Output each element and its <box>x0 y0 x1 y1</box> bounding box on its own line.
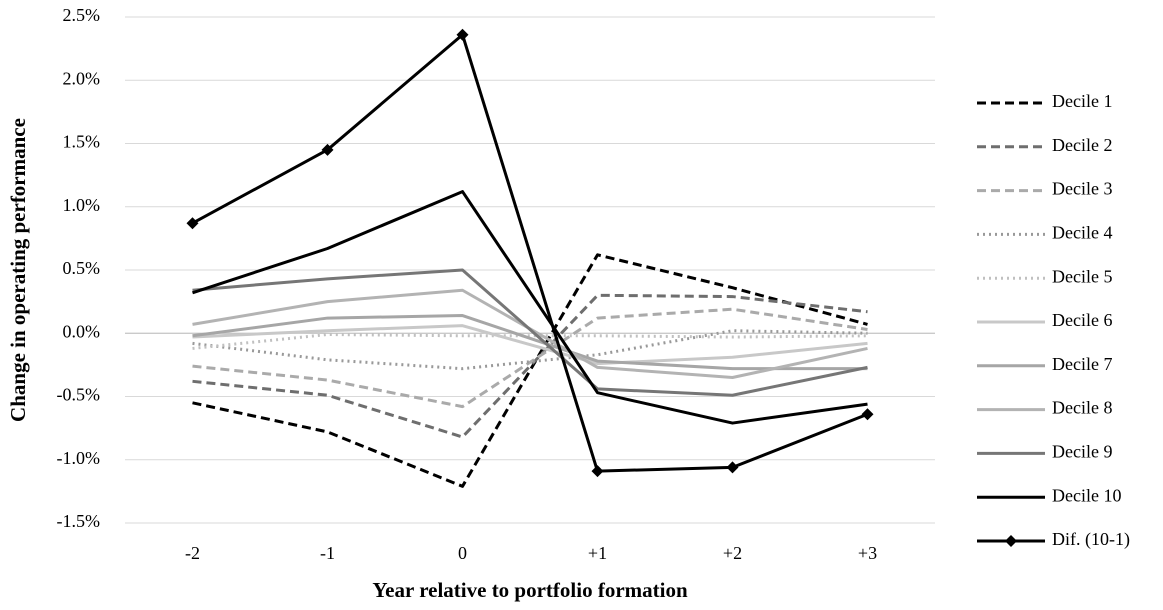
series-line <box>192 268 868 397</box>
y-tick-label: 2.0% <box>63 68 101 88</box>
legend-label: Decile 1 <box>1052 91 1112 111</box>
legend-marker <box>1005 535 1017 547</box>
legend-label: Decile 8 <box>1052 398 1112 418</box>
data-point <box>186 217 199 230</box>
y-tick-label: 1.5% <box>63 132 101 152</box>
series-line <box>192 324 868 366</box>
legend-label: Decile 7 <box>1052 354 1112 374</box>
series-line <box>192 307 868 409</box>
legend-label: Decile 9 <box>1052 442 1112 462</box>
series-line <box>192 333 868 350</box>
y-tick-label: -1.5% <box>57 511 101 531</box>
series-line <box>192 190 868 425</box>
series-line <box>192 314 868 371</box>
legend-label: Decile 4 <box>1052 223 1112 243</box>
legend-label: Decile 2 <box>1052 135 1112 155</box>
y-tick-label: -0.5% <box>57 385 101 405</box>
legend-label: Decile 10 <box>1052 485 1121 505</box>
legend-label: Decile 6 <box>1052 310 1112 330</box>
x-tick-label: -1 <box>320 543 335 563</box>
y-tick-label: 2.5% <box>63 5 101 25</box>
x-axis-title: Year relative to portfolio formation <box>372 578 688 602</box>
legend-label: Decile 5 <box>1052 266 1112 286</box>
x-tick-label: -2 <box>185 543 200 563</box>
series-line <box>192 253 868 488</box>
y-tick-label: 1.0% <box>63 195 101 215</box>
data-point <box>591 465 604 478</box>
data-point <box>726 461 739 474</box>
x-tick-label: 0 <box>458 543 467 563</box>
series-line <box>192 288 868 380</box>
data-point <box>321 143 334 156</box>
legend-label: Dif. (10-1) <box>1052 529 1130 550</box>
legend-label: Decile 3 <box>1052 179 1112 199</box>
series-line <box>191 33 869 473</box>
y-tick-label: 0.0% <box>63 321 101 341</box>
data-point <box>456 28 469 41</box>
y-tick-label: -1.0% <box>57 448 101 468</box>
y-tick-label: 0.5% <box>63 258 101 278</box>
series-line <box>192 293 868 439</box>
x-tick-label: +1 <box>588 543 607 563</box>
data-point <box>861 408 874 421</box>
x-tick-label: +2 <box>723 543 742 563</box>
x-tick-label: +3 <box>858 543 877 563</box>
y-axis-title: Change in operating performance <box>6 118 30 422</box>
